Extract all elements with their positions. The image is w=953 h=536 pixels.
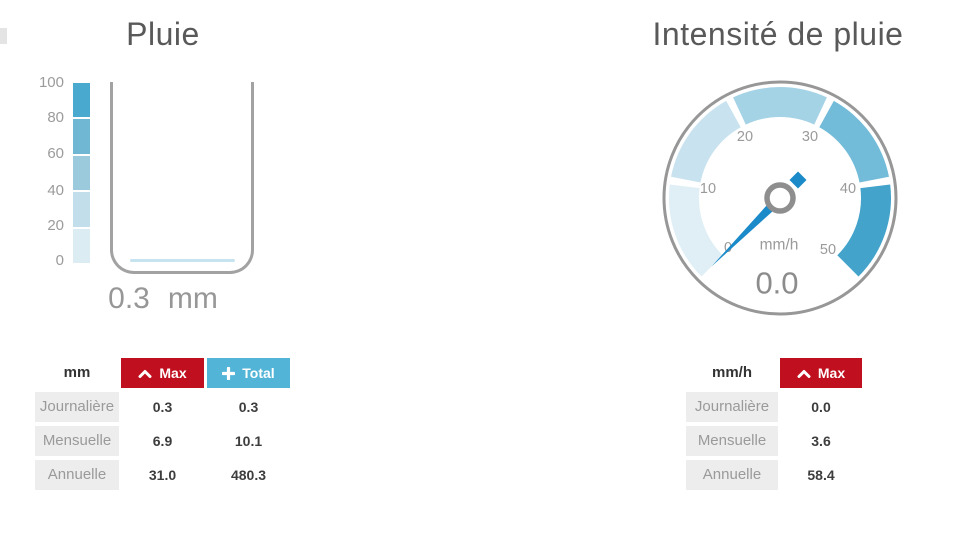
intensity-row-label-monthly[interactable]: Mensuelle: [686, 426, 778, 456]
rain-row-label-annual[interactable]: Annuelle: [35, 460, 119, 490]
rain-annual-max: 31.0: [148, 467, 177, 483]
rain-monthly-max: 6.9: [152, 433, 173, 449]
gauge-band-segment-40-50: [837, 184, 892, 277]
rain-daily-total: 0.3: [238, 399, 259, 415]
rain-scale-label-20: 20: [47, 217, 64, 234]
rain-scale-label-100: 100: [38, 74, 64, 91]
intensity-monthly-max: 3.6: [811, 433, 831, 449]
rain-annual-total: 480.3: [230, 467, 267, 483]
rain-total-button[interactable]: Total: [207, 358, 290, 388]
gauge-tick-20: 20: [737, 129, 753, 145]
gauge-band-segment-0-10: [668, 184, 723, 277]
rain-scale-label-60: 60: [47, 145, 64, 162]
rain-water-level: [130, 259, 235, 262]
rain-reading: 0.3 mm: [33, 282, 293, 316]
intensity-max-button[interactable]: Max: [780, 358, 862, 388]
intensity-gauge: 0 10 20 30 40 50 mm/h 0.0: [662, 80, 898, 316]
rain-row-label-monthly[interactable]: Mensuelle: [35, 426, 119, 456]
rain-max-button-label: Max: [159, 365, 187, 381]
gauge-tick-0: 0: [724, 240, 732, 256]
rain-panel-title: Pluie: [126, 16, 200, 52]
rain-max-button[interactable]: Max: [121, 358, 204, 388]
rain-table-unit-header: mm: [63, 364, 91, 381]
rain-reading-unit: mm: [167, 282, 218, 315]
gauge-tick-30: 30: [802, 129, 818, 145]
intensity-reading-unit: mm/h: [760, 237, 799, 254]
chevron-up-icon: [797, 369, 811, 378]
intensity-panel-title: Intensité de pluie: [652, 16, 904, 52]
gauge-tick-40: 40: [840, 181, 856, 197]
rain-daily-max: 0.3: [152, 399, 173, 415]
gauge-hub: [764, 182, 796, 214]
rain-scale-segment: [73, 228, 90, 264]
rain-reading-value: 0.3: [108, 282, 150, 315]
intensity-row-label-daily[interactable]: Journalière: [686, 392, 778, 422]
rain-row-label-daily[interactable]: Journalière: [35, 392, 119, 422]
gauge-tick-10: 10: [700, 181, 716, 197]
rain-scale-segment: [73, 83, 90, 118]
rain-beaker: [110, 82, 254, 274]
chevron-up-icon: [138, 369, 152, 378]
page-edge-tab: [0, 28, 7, 44]
gauge-band-segment-30-40: [819, 100, 889, 183]
gauge-needle: [711, 194, 784, 267]
intensity-row-label-annual[interactable]: Annuelle: [686, 460, 778, 490]
rain-scale-segment: [73, 155, 90, 191]
intensity-daily-max: 0.0: [811, 399, 831, 415]
gauge-tick-50: 50: [820, 242, 836, 258]
rain-scale-segment: [73, 119, 90, 154]
rain-monthly-total: 10.1: [234, 433, 263, 449]
rain-total-button-label: Total: [242, 365, 275, 381]
intensity-table-unit-header: mm/h: [711, 364, 752, 381]
rain-scale-segment: [73, 192, 90, 227]
plus-icon: [222, 366, 236, 380]
rain-scale-label-0: 0: [55, 252, 64, 269]
intensity-max-button-label: Max: [817, 365, 846, 381]
rain-scale-bar: [73, 83, 90, 264]
gauge-needle-tail: [789, 171, 807, 189]
rain-scale-label-80: 80: [47, 109, 64, 126]
intensity-reading-value: 0.0: [755, 266, 798, 301]
rain-scale-label-40: 40: [47, 182, 64, 199]
intensity-annual-max: 58.4: [807, 467, 835, 483]
gauge-band-segment-10-20: [671, 100, 741, 183]
gauge-band-segment-20-30: [733, 87, 827, 125]
